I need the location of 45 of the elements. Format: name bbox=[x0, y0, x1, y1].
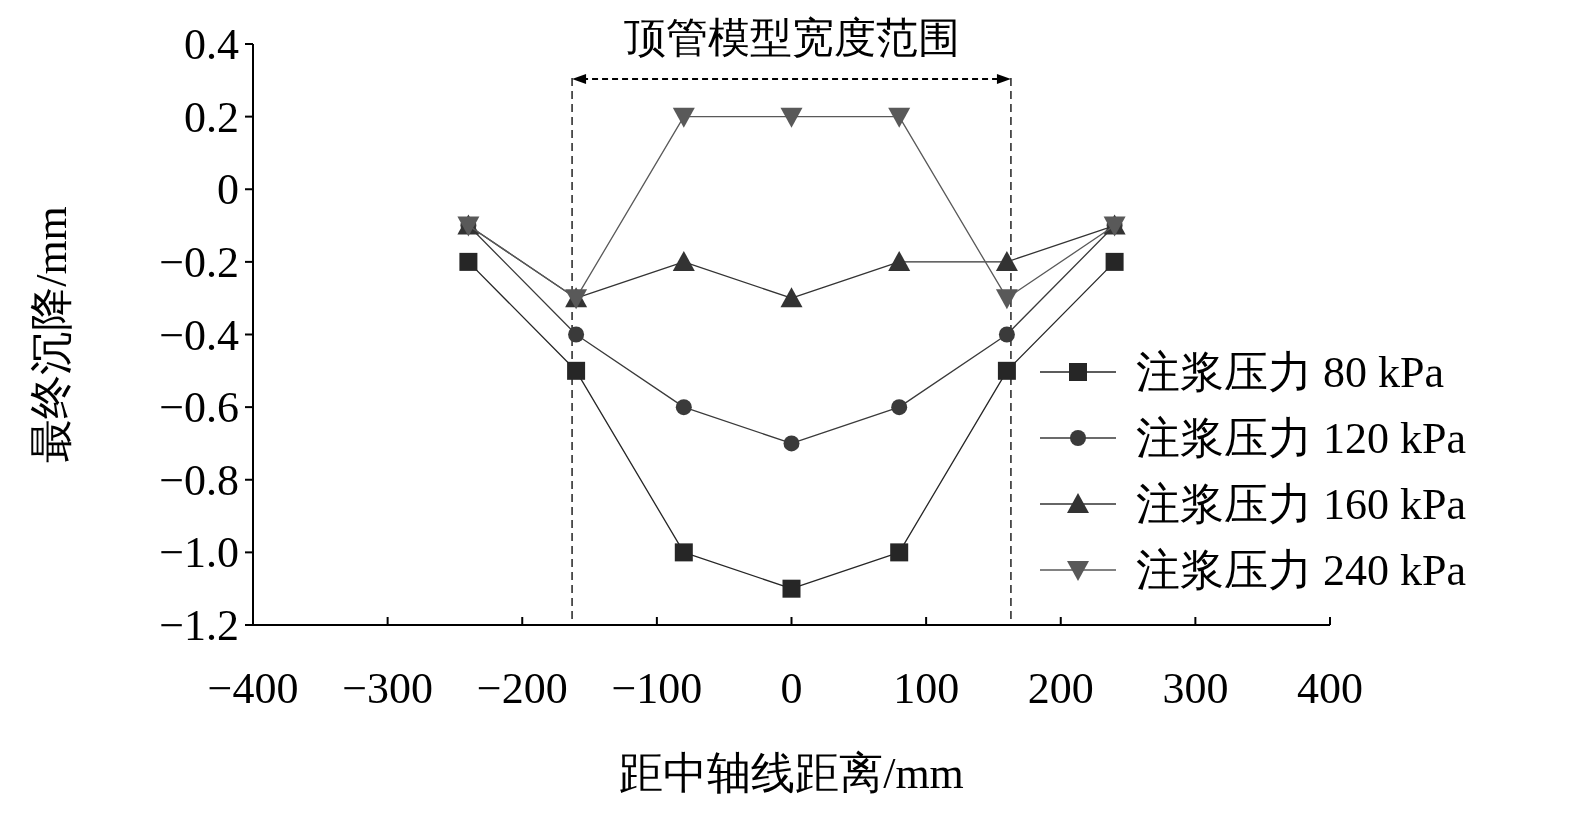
y-axis-title: 最终沉降/mm bbox=[27, 206, 76, 463]
x-tick-label: 200 bbox=[1027, 664, 1094, 713]
point bbox=[995, 289, 1018, 310]
y-tick-label: 0.2 bbox=[184, 92, 239, 142]
point bbox=[998, 326, 1015, 343]
point bbox=[891, 399, 908, 416]
point bbox=[780, 107, 803, 128]
point bbox=[997, 361, 1016, 380]
y-tick-label: −0.2 bbox=[159, 237, 239, 287]
point bbox=[459, 252, 478, 271]
point bbox=[674, 543, 693, 562]
point bbox=[888, 250, 911, 271]
point bbox=[888, 107, 911, 128]
x-tick-label: −400 bbox=[207, 664, 299, 713]
x-tick-label: −100 bbox=[611, 664, 703, 713]
point bbox=[567, 361, 586, 380]
point bbox=[782, 579, 801, 598]
legend-label: 注浆压力 120 kPa bbox=[1136, 414, 1466, 463]
legend-label: 注浆压力 240 kPa bbox=[1136, 546, 1466, 595]
x-tick-label: −300 bbox=[342, 664, 434, 713]
y-tick-label: −0.6 bbox=[159, 383, 239, 433]
point bbox=[780, 287, 803, 308]
point bbox=[672, 250, 695, 271]
y-tick-label: −0.4 bbox=[159, 310, 239, 360]
y-tick-label: 0.4 bbox=[184, 20, 239, 69]
point bbox=[995, 250, 1018, 271]
legend-label: 注浆压力 160 kPa bbox=[1136, 480, 1466, 529]
point bbox=[890, 543, 909, 562]
point bbox=[675, 399, 692, 416]
y-tick-label: 0 bbox=[217, 165, 239, 215]
point bbox=[783, 435, 800, 452]
point bbox=[672, 107, 695, 128]
x-tick-label: 400 bbox=[1297, 664, 1363, 713]
annotation: 顶管模型宽度范围 bbox=[623, 15, 960, 61]
x-tick-label: −200 bbox=[476, 664, 568, 713]
y-tick-label: −0.8 bbox=[159, 455, 239, 505]
x-axis-title: 距中轴线距离/mm bbox=[619, 749, 964, 798]
point bbox=[568, 326, 585, 343]
point bbox=[1105, 252, 1124, 271]
x-tick-label: 300 bbox=[1162, 664, 1229, 713]
y-tick-label: −1.2 bbox=[159, 601, 239, 650]
legend-label: 注浆压力 80 kPa bbox=[1136, 348, 1444, 397]
x-tick-label: 0 bbox=[780, 664, 803, 713]
x-tick-label: 100 bbox=[893, 664, 960, 713]
y-tick-label: −1.0 bbox=[159, 528, 239, 578]
